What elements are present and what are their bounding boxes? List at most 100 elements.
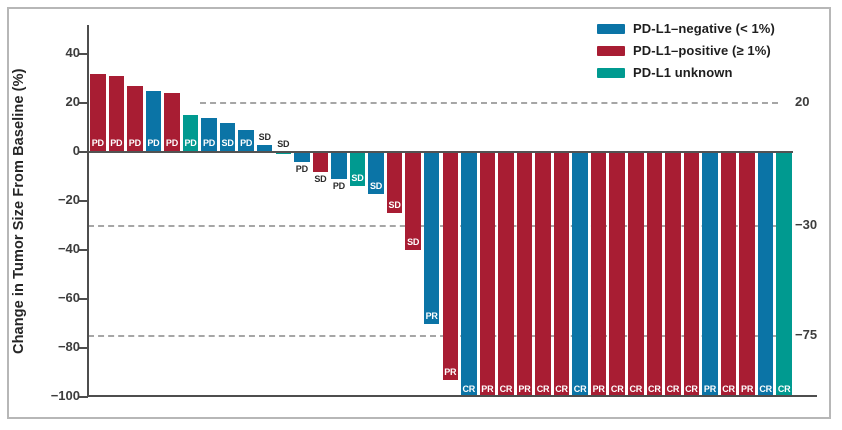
bar <box>683 152 700 397</box>
zero-baseline <box>88 151 793 153</box>
bar <box>108 76 125 152</box>
bar <box>609 152 625 397</box>
legend-label-negative: PD-L1–negative (< 1%) <box>633 21 775 36</box>
legend-item-pdl1-negative: PD-L1–negative (< 1%) <box>597 21 775 36</box>
bar-response-label: PD <box>165 138 178 148</box>
bar-response-label: PR <box>592 384 605 394</box>
y-tick-label: 20 <box>65 94 80 109</box>
y-tick-mark <box>79 298 88 300</box>
y-tick-mark <box>79 347 88 349</box>
bar <box>739 152 755 397</box>
threshold-line <box>88 334 778 337</box>
legend-swatch-negative-icon <box>597 23 625 34</box>
bar <box>238 129 254 152</box>
bar-response-label: CR <box>610 384 624 394</box>
bar <box>164 93 180 152</box>
legend: PD-L1–negative (< 1%) PD-L1–positive (≥ … <box>597 21 775 87</box>
y-tick-mark <box>79 151 88 153</box>
bar <box>349 152 366 187</box>
y-tick-label: −60 <box>57 290 80 305</box>
bar-response-label: CR <box>685 384 698 394</box>
bar-response-label: CR <box>499 384 513 394</box>
threshold-value-label: 20 <box>795 94 810 109</box>
bar-response-label: CR <box>536 384 550 394</box>
bar <box>535 152 551 397</box>
bar-response-label: PR <box>741 384 754 394</box>
bar <box>405 152 421 250</box>
bar-response-label: CR <box>629 384 643 394</box>
bar <box>442 152 458 380</box>
legend-swatch-positive-icon <box>597 45 625 56</box>
y-axis-line <box>87 25 89 397</box>
bar <box>776 152 792 397</box>
y-tick-label: −100 <box>50 388 80 403</box>
y-tick-label: 0 <box>72 143 80 158</box>
bar-response-label: PR <box>444 366 457 377</box>
bar <box>219 122 236 152</box>
bar <box>757 152 774 397</box>
bar <box>646 152 663 397</box>
bar-response-label: SD <box>351 173 364 184</box>
bar-response-label: PR <box>703 384 717 394</box>
bar <box>256 144 273 152</box>
bar <box>127 85 143 152</box>
bar-response-label: SD <box>277 139 290 149</box>
bar <box>590 152 607 397</box>
bar-response-label: PD <box>184 138 197 148</box>
bar <box>461 152 477 397</box>
bar-response-label: PD <box>147 138 160 148</box>
bar <box>665 152 681 397</box>
legend-item-pdl1-positive: PD-L1–positive (≥ 1%) <box>597 43 775 58</box>
bar <box>516 152 533 397</box>
y-tick-label: −40 <box>57 241 80 256</box>
bar-response-label: PD <box>203 138 216 148</box>
y-tick-mark <box>79 102 88 104</box>
bar-response-label: PR <box>425 310 438 321</box>
bar-response-label: SD <box>369 180 383 191</box>
bar-response-label: SD <box>258 131 271 142</box>
bar-response-label: PD <box>295 163 308 174</box>
y-tick-mark <box>79 200 88 202</box>
bar <box>628 152 644 397</box>
x-axis-bottom-line <box>87 395 817 397</box>
y-tick-label: 40 <box>65 45 80 60</box>
y-tick-mark <box>79 249 88 251</box>
bar <box>702 152 718 397</box>
bar <box>182 115 199 152</box>
y-tick-mark <box>79 396 88 398</box>
bar-response-label: SD <box>388 200 401 211</box>
bar-response-label: PD <box>128 138 141 148</box>
bar-response-label: SD <box>221 138 234 148</box>
legend-item-pdl1-unknown: PD-L1 unknown <box>597 65 775 80</box>
y-tick-label: −80 <box>57 339 80 354</box>
bar-response-label: PR <box>518 384 531 394</box>
bar-response-label: PD <box>332 180 345 191</box>
bar <box>145 90 162 152</box>
y-tick-label: −20 <box>57 192 80 207</box>
bar <box>275 152 292 155</box>
threshold-value-label: −30 <box>795 216 818 232</box>
bar-response-label: PD <box>240 138 253 148</box>
legend-label-positive: PD-L1–positive (≥ 1%) <box>633 43 771 58</box>
bar <box>479 152 496 397</box>
bar <box>386 152 403 214</box>
threshold-line <box>200 102 778 104</box>
bar-response-label: SD <box>314 173 327 184</box>
threshold-value-label: −75 <box>795 326 818 342</box>
bar-response-label: CR <box>573 384 587 394</box>
bar <box>368 152 384 194</box>
bar <box>331 152 347 179</box>
bar <box>201 117 217 152</box>
legend-swatch-unknown-icon <box>597 67 625 78</box>
legend-label-unknown: PD-L1 unknown <box>633 65 733 80</box>
bar-response-label: PD <box>91 138 104 148</box>
bar <box>720 152 737 397</box>
bar-response-label: CR <box>759 384 772 394</box>
bar-response-label: PD <box>110 138 123 148</box>
bar-response-label: SD <box>407 237 420 247</box>
bar <box>294 152 310 162</box>
bar-response-label: CR <box>666 384 680 394</box>
bar <box>90 73 106 152</box>
bar-response-label: CR <box>462 384 476 394</box>
bar <box>553 152 570 397</box>
